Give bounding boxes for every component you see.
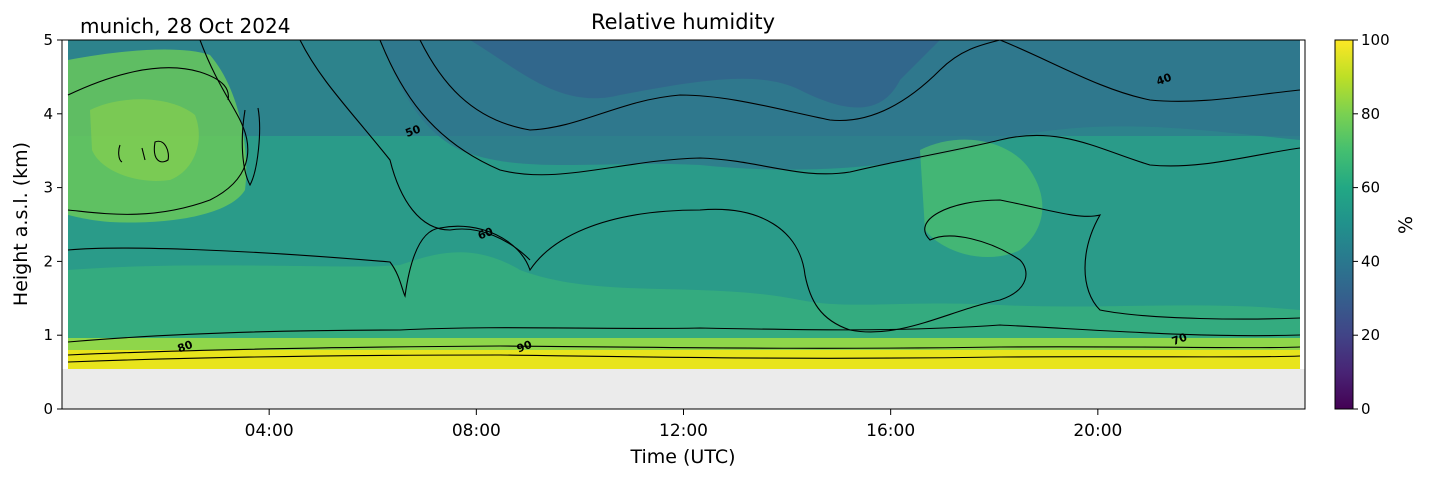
contour-label: 60	[476, 225, 495, 243]
y-axis: 0 1 2 3 4 5	[43, 31, 62, 418]
colorbar: 0 20 40 60 80 100 %	[1334, 31, 1417, 418]
colorbar-tick-label: 80	[1361, 105, 1380, 123]
y-tick-label: 4	[43, 105, 53, 123]
contour-left-closed	[118, 140, 169, 163]
contour-label: 40	[1155, 71, 1174, 89]
field-band-90	[68, 350, 1300, 369]
y-tick-label: 5	[43, 31, 53, 49]
field-moist-lower	[68, 252, 1300, 340]
x-axis-label: Time (UTC)	[629, 446, 735, 468]
colorbar-label: %	[1395, 216, 1417, 234]
y-tick-label: 3	[43, 179, 53, 197]
chart-title: Relative humidity	[591, 10, 775, 34]
contour-label: 50	[404, 122, 423, 140]
missing-data-region	[62, 369, 1305, 409]
x-axis: 04:00 08:00 12:00 16:00 20:00	[245, 409, 1122, 441]
location-date-label: munich, 28 Oct 2024	[80, 14, 290, 38]
field-moist-right	[920, 139, 1043, 258]
contour-40	[419, 40, 1301, 131]
contour-70	[67, 324, 1301, 343]
colorbar-tick-label: 60	[1361, 179, 1380, 197]
contour-left-upper	[67, 67, 229, 101]
contour-60-high	[67, 40, 249, 215]
contour-label-group: 50 60 40 70 80 90	[176, 71, 1190, 356]
colorbar-tick-label: 20	[1361, 326, 1380, 344]
contour-50	[299, 40, 531, 261]
colorbar-tick-label: 0	[1361, 400, 1371, 418]
y-tick-label: 2	[43, 252, 53, 270]
contour-50-upper	[379, 40, 1301, 176]
field-dry-mid	[380, 40, 1300, 170]
contour-label: 80	[176, 338, 195, 356]
contour-80	[67, 345, 1301, 356]
x-tick-label: 16:00	[866, 421, 915, 441]
colorbar-ticks: 0 20 40 60 80 100	[1353, 31, 1390, 418]
y-tick-label: 0	[43, 400, 53, 418]
field-band-80	[68, 338, 1300, 352]
contour-90	[67, 354, 1301, 363]
colorbar-tick-label: 40	[1361, 252, 1380, 270]
plot-area: 50 60 40 70 80 90 0 1 2 3 4 5 04:00 08:00 12:00 16:00…	[10, 31, 1306, 468]
y-axis-label: Height a.s.l. (km)	[10, 142, 32, 306]
contour-60-low	[67, 199, 1301, 333]
humidity-field	[68, 40, 1300, 369]
colorbar-gradient	[1334, 39, 1354, 410]
x-tick-label: 04:00	[245, 421, 294, 441]
x-tick-label: 12:00	[659, 421, 708, 441]
contour-left-vertical	[241, 107, 261, 187]
field-moist-core	[90, 99, 199, 181]
colorbar-tick-label: 100	[1361, 31, 1390, 49]
contour-lines	[67, 40, 1301, 363]
x-tick-label: 20:00	[1073, 421, 1122, 441]
x-tick-label: 08:00	[452, 421, 501, 441]
contour-label: 90	[515, 338, 534, 356]
y-tick-label: 1	[43, 326, 53, 344]
contour-label: 70	[1170, 330, 1189, 348]
